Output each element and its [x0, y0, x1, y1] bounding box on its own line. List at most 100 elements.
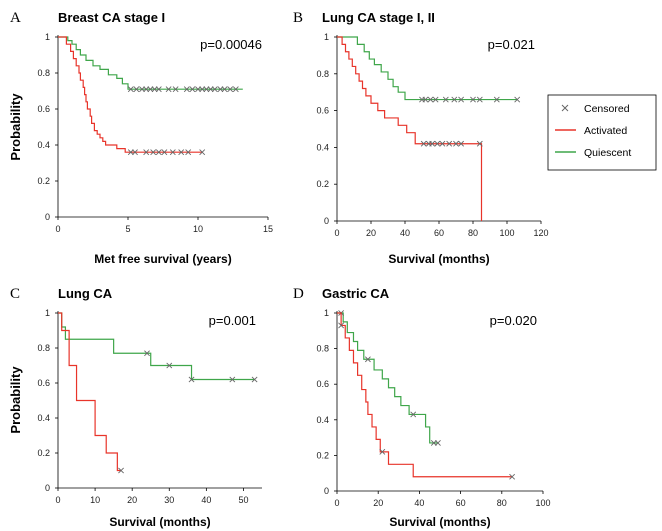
- censored-mark: [514, 96, 521, 103]
- x-tick-label: 40: [201, 495, 211, 505]
- series-activated: [337, 312, 516, 480]
- censored-mark: [189, 86, 196, 93]
- legend-label: Activated: [584, 125, 627, 137]
- y-tick-label: 1: [45, 32, 50, 42]
- panel-letter: B: [293, 10, 303, 26]
- censored-mark: [227, 86, 234, 93]
- x-tick-label: 0: [334, 228, 339, 238]
- censored-mark: [185, 149, 192, 156]
- y-tick-label: 0.4: [37, 413, 50, 423]
- series-quiescent: [337, 36, 521, 103]
- censored-mark: [422, 96, 429, 103]
- p-value: p=0.001: [209, 313, 256, 328]
- x-tick-label: 0: [334, 498, 339, 508]
- p-value: p=0.00046: [200, 37, 262, 52]
- censored-mark: [199, 86, 206, 93]
- survival-curve-activated: [58, 312, 122, 472]
- censored-mark: [132, 149, 138, 156]
- y-tick-label: 1: [45, 308, 50, 318]
- censored-mark: [379, 448, 386, 455]
- censored-mark: [232, 86, 239, 93]
- legend-item-activated: Activated: [555, 125, 627, 137]
- x-tick-label: 0: [55, 495, 60, 505]
- y-tick-label: 0.6: [37, 104, 50, 114]
- x-tick-label: 10: [90, 495, 100, 505]
- legend: Censored Activated Quiescent: [547, 94, 657, 171]
- censored-mark: [151, 86, 158, 93]
- legend-label: Censored: [584, 103, 630, 115]
- chart-title: Lung CA stage I, II: [322, 10, 435, 25]
- x-tick-label: 40: [400, 228, 410, 238]
- survival-curve-activated: [337, 36, 483, 221]
- y-tick-label: 0.2: [316, 179, 329, 189]
- censored-mark: [453, 140, 459, 147]
- censored-mark: [429, 140, 436, 147]
- y-tick-label: 0.2: [316, 450, 329, 460]
- x-tick-label: 100: [499, 228, 514, 238]
- legend-item-censored: Censored: [561, 103, 630, 115]
- x-tick-label: 80: [468, 228, 478, 238]
- y-tick-label: 0: [45, 212, 50, 222]
- y-tick-label: 0: [324, 486, 329, 496]
- survival-curve-activated: [337, 312, 513, 478]
- x-tick-label: 50: [238, 495, 248, 505]
- censored-mark: [476, 140, 483, 147]
- y-tick-label: 1: [324, 308, 329, 318]
- censored-mark: [139, 86, 145, 93]
- censored-mark: [451, 96, 458, 103]
- series-quiescent: [58, 36, 243, 93]
- x-tick-label: 15: [263, 224, 273, 234]
- censored-mark: [169, 149, 176, 156]
- panel-a: A Breast CA stage I 0 5 10 15 0 0.2 0.4 0.6 0.8 1 Me…: [8, 10, 273, 266]
- censored-mark: [509, 473, 516, 480]
- censored-mark: [143, 86, 150, 93]
- x-axis-label: Met free survival (years): [94, 252, 231, 266]
- censored-mark: [118, 467, 124, 474]
- x-axis-label: Survival (months): [109, 515, 210, 529]
- y-tick-label: 0.4: [37, 140, 50, 150]
- panel-c: C Lung CA 0 10 20 30 40 50 0 0.2 0.4 0.6 0.8 1 Surviva…: [8, 286, 262, 529]
- x-tick-label: 30: [164, 495, 174, 505]
- censored-mark: [221, 86, 228, 93]
- censored-mark: [172, 86, 179, 93]
- censored-mark: [199, 149, 206, 156]
- censored-mark: [144, 350, 150, 357]
- y-tick-label: 0.8: [316, 69, 329, 79]
- chart-title: Gastric CA: [322, 286, 390, 301]
- x-tick-label: 40: [414, 498, 424, 508]
- legend-item-quiescent: Quiescent: [555, 147, 631, 159]
- y-tick-label: 0.6: [316, 106, 329, 116]
- panel-b: B Lung CA stage I, II 0 20 40 60 80 100 120 0 0.2 0…: [293, 10, 549, 266]
- y-tick-label: 0.2: [37, 176, 50, 186]
- series-activated: [337, 36, 483, 221]
- x-tick-label: 0: [55, 224, 60, 234]
- censored-mark: [458, 140, 465, 147]
- x-tick-label: 120: [533, 228, 548, 238]
- censored-mark: [155, 149, 162, 156]
- censored-mark: [364, 356, 371, 363]
- x-axis-label: Survival (months): [388, 252, 489, 266]
- censored-mark: [188, 376, 195, 383]
- censored-mark: [150, 149, 157, 156]
- censored-mark: [435, 440, 441, 446]
- y-tick-label: 0: [45, 483, 50, 493]
- y-tick-label: 0.8: [37, 343, 50, 353]
- censored-mark: [470, 96, 476, 103]
- chart-title: Lung CA: [58, 286, 113, 301]
- censored-mark: [458, 96, 465, 103]
- censored-mark: [338, 322, 345, 329]
- censored-mark: [432, 96, 439, 103]
- x-tick-label: 20: [366, 228, 376, 238]
- p-value: p=0.021: [488, 37, 535, 52]
- censored-mark: [446, 140, 453, 147]
- y-tick-label: 0.8: [316, 344, 329, 354]
- censored-mark: [203, 86, 210, 93]
- censored-mark: [161, 149, 168, 156]
- panel-letter: D: [293, 286, 304, 302]
- panels: A Breast CA stage I0 5 10 1500.20.40.60.81Me…: [8, 10, 551, 529]
- censored-mark: [195, 86, 201, 93]
- censored-mark: [127, 149, 134, 156]
- censored-mark: [183, 86, 190, 93]
- y-tick-label: 0: [324, 216, 329, 226]
